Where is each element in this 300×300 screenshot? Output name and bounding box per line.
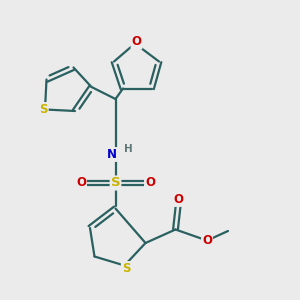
Text: S: S bbox=[111, 176, 120, 190]
Text: S: S bbox=[39, 103, 48, 116]
Text: O: O bbox=[131, 35, 142, 49]
Text: S: S bbox=[122, 262, 130, 275]
Text: O: O bbox=[145, 176, 155, 190]
Text: O: O bbox=[76, 176, 86, 190]
Text: N: N bbox=[107, 148, 117, 161]
Text: O: O bbox=[173, 193, 184, 206]
Text: H: H bbox=[124, 144, 133, 154]
Text: O: O bbox=[202, 233, 212, 247]
